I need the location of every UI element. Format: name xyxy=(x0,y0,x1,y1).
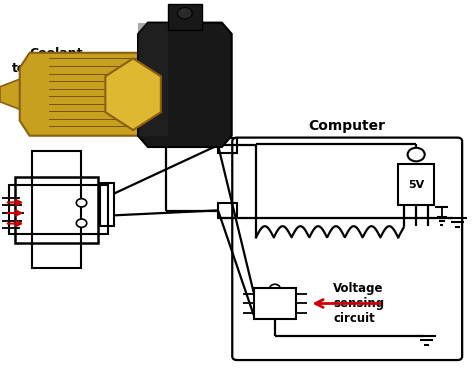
Polygon shape xyxy=(0,79,20,109)
Polygon shape xyxy=(168,4,202,30)
Text: Coolant
temperature
sensor: Coolant temperature sensor xyxy=(11,48,100,90)
Bar xyxy=(254,288,296,319)
Text: 5V: 5V xyxy=(408,180,424,190)
Text: Voltage
sensing
circuit: Voltage sensing circuit xyxy=(333,282,384,325)
Bar xyxy=(100,183,114,226)
Polygon shape xyxy=(20,53,153,136)
Bar xyxy=(32,151,81,268)
Circle shape xyxy=(408,148,425,161)
Bar xyxy=(398,164,434,205)
Polygon shape xyxy=(105,58,161,130)
Bar xyxy=(15,177,98,243)
Text: Computer: Computer xyxy=(309,119,385,133)
Circle shape xyxy=(76,219,87,227)
Polygon shape xyxy=(138,23,168,136)
Circle shape xyxy=(76,199,87,207)
Bar xyxy=(218,138,237,153)
Bar xyxy=(9,185,108,234)
Bar xyxy=(218,203,237,218)
Text: 12V: 12V xyxy=(152,96,180,109)
Polygon shape xyxy=(138,23,232,147)
Circle shape xyxy=(177,8,192,19)
